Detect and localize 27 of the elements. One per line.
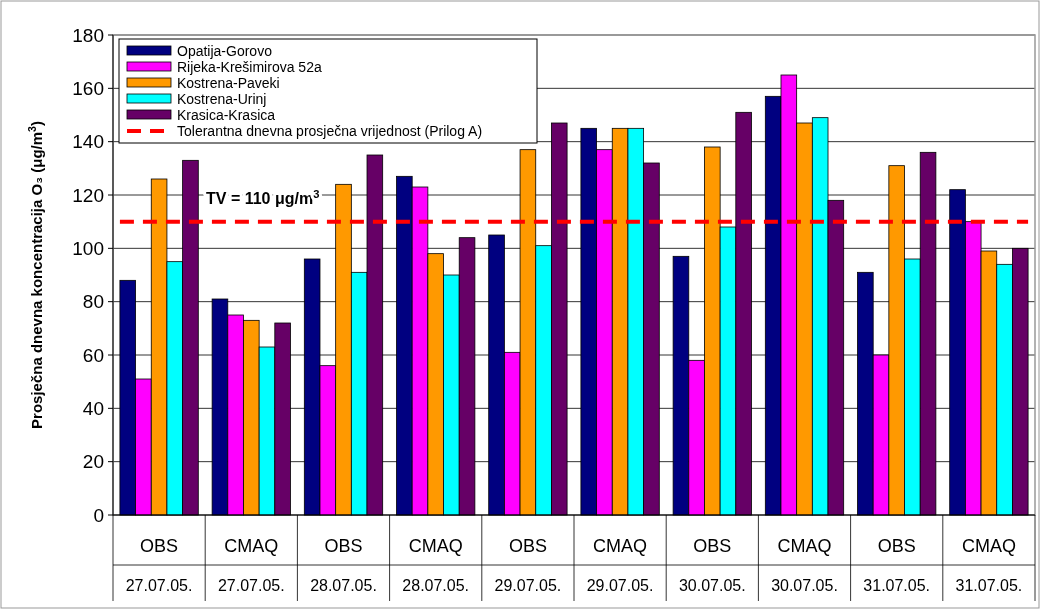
legend-label: Rijeka-Krešimirova 52a xyxy=(177,58,322,75)
y-tick-label: 160 xyxy=(72,77,104,99)
y-tick-label: 120 xyxy=(72,184,104,206)
legend-label: Tolerantna dnevna prosječna vrijednost (Prilog A) xyxy=(177,122,483,139)
x-tick-label: CMAQ 30.07.05. xyxy=(771,536,838,594)
legend-label: Kostrena-Paveki xyxy=(177,74,280,91)
y-tick-label: 0 xyxy=(93,504,104,526)
y-tick-label: 20 xyxy=(82,451,104,473)
annotation: TV = 110 μg/m$^{3}$ xyxy=(206,187,320,207)
y-tick-label: 180 xyxy=(72,24,104,46)
legend-label: Kostrena-Urinj xyxy=(177,90,267,107)
x-tick-label: CMAQ 28.07.05. xyxy=(402,536,470,594)
y-tick-label: 100 xyxy=(72,237,104,259)
y-tick-label: 80 xyxy=(82,291,104,313)
x-tick-label: OBS 30.07.05. xyxy=(678,536,746,594)
x-tick-label: CMAQ 29.07.05. xyxy=(586,536,654,594)
y-tick-label: 60 xyxy=(82,344,104,366)
x-tick-label: OBS 28.07.05. xyxy=(310,536,377,594)
y-tick-label: 40 xyxy=(82,397,104,419)
y-tick-label: 140 xyxy=(72,131,104,153)
legend-label: Krasica-Krasica xyxy=(177,106,276,123)
x-tick-label: CMAQ 31.07.05. xyxy=(955,536,1023,594)
x-tick-label: CMAQ 27.07.05. xyxy=(217,536,285,594)
x-tick-label: OBS 31.07.05. xyxy=(863,536,931,594)
x-tick-label: OBS 27.07.05. xyxy=(125,536,193,594)
legend-label: Opatija-Gorovo xyxy=(177,42,273,59)
x-tick-label: OBS 29.07.05. xyxy=(494,536,562,594)
